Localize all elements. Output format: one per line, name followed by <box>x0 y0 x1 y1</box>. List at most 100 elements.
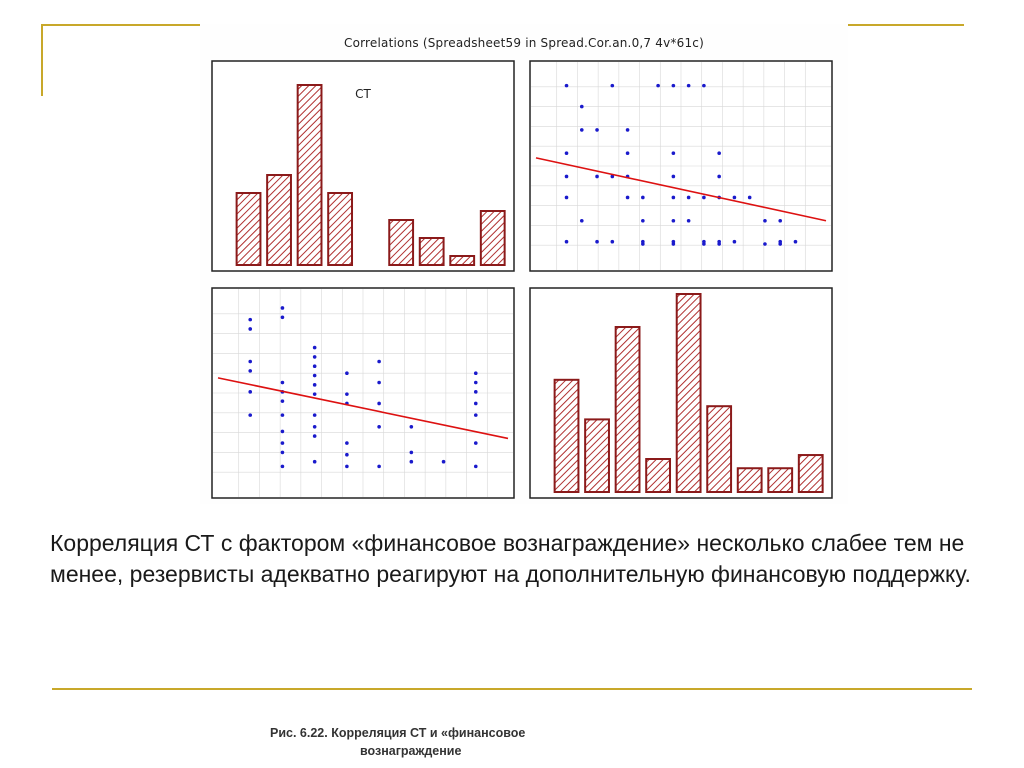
scatter-point <box>610 239 615 244</box>
histogram-bar-F-6 <box>736 467 763 493</box>
scatter-point <box>312 392 317 396</box>
scatter-point <box>625 195 630 200</box>
scatter-point <box>248 369 253 373</box>
cell-0-variable-label: CT <box>355 87 371 101</box>
scatter-point <box>671 174 676 179</box>
scatter-point <box>280 306 285 310</box>
histogram-bar-CT-1 <box>266 174 292 266</box>
cell-2-regression-line <box>217 377 509 440</box>
scatter-point <box>625 151 630 155</box>
scatter-point <box>345 392 349 396</box>
scatter-point <box>641 195 645 200</box>
scatter-point <box>595 239 599 244</box>
scatter-point <box>717 151 721 155</box>
scatter-point <box>312 345 317 350</box>
scatter-point <box>656 83 660 88</box>
scatter-point <box>732 195 737 200</box>
scatter-point <box>248 413 253 417</box>
scatter-point <box>717 242 721 246</box>
scatter-point <box>312 373 317 378</box>
scatter-point <box>312 424 317 429</box>
scatter-point <box>345 464 349 469</box>
cell-0-frame <box>211 60 515 272</box>
body-paragraph: Корреляция СТ с фактором «финансовое воз… <box>50 530 971 587</box>
scatter-point <box>409 424 414 429</box>
scatter-point <box>473 413 478 417</box>
scatter-point <box>793 239 798 244</box>
scatter-point <box>280 413 285 417</box>
scatter-point <box>473 380 478 385</box>
scatter-point <box>280 429 285 434</box>
scatter-point <box>671 195 676 200</box>
scatter-point <box>702 83 706 88</box>
histogram-bar-F-3 <box>645 458 672 493</box>
slide-frame-rule-right <box>848 24 964 26</box>
scatter-point <box>686 195 691 200</box>
scatter-point <box>579 104 584 109</box>
histogram-bar-F-0 <box>553 378 580 493</box>
scatter-point <box>409 459 414 464</box>
correlation-matrix-chart: Correlations (Spreadsheet59 in Spread.Co… <box>200 24 848 504</box>
scatter-point <box>377 401 381 406</box>
histogram-bar-F-7 <box>767 467 794 493</box>
histogram-bar-CT-2 <box>296 84 323 266</box>
histogram-bar-CT-4 <box>388 219 415 266</box>
scatter-point <box>473 464 478 469</box>
scatter-point <box>641 218 645 223</box>
scatter-point <box>312 413 317 417</box>
scatter-point <box>686 218 691 223</box>
scatter-point <box>702 242 706 246</box>
scatter-point <box>778 242 783 246</box>
scatter-point <box>641 242 645 246</box>
scatter-point <box>248 317 253 322</box>
scatter-point <box>441 459 446 464</box>
histogram-bar-CT-3 <box>327 192 354 266</box>
scatter-point <box>747 195 752 200</box>
scatter-point <box>248 359 253 364</box>
histogram-bar-CT-7 <box>479 210 506 266</box>
scatter-point <box>625 128 630 132</box>
scatter-point <box>345 371 349 376</box>
scatter-point <box>345 441 349 445</box>
cell-1-regression-line <box>535 157 827 222</box>
scatter-point <box>473 401 478 406</box>
scatter-point <box>595 174 599 179</box>
scatter-point <box>763 218 767 223</box>
scatter-point <box>345 452 349 457</box>
scatter-point <box>312 355 317 359</box>
scatter-point <box>377 464 381 469</box>
histogram-bar-CT-5 <box>418 237 445 266</box>
scatter-point <box>610 174 615 179</box>
scatter-point <box>564 174 569 179</box>
histogram-bar-CT-6 <box>449 255 476 266</box>
scatter-point <box>312 364 317 369</box>
histogram-bar-F-5 <box>706 405 733 494</box>
scatter-point <box>579 218 584 223</box>
scatter-point <box>610 83 615 88</box>
scatter-point <box>312 383 317 387</box>
scatter-point <box>377 380 381 385</box>
caption-line-1: Рис. 6.22. Корреляция СТ и «финансовое <box>270 726 526 740</box>
scatter-point <box>702 195 706 200</box>
scatter-point <box>280 441 285 445</box>
scatter-point <box>280 464 285 469</box>
scatter-point <box>280 450 285 455</box>
scatter-point <box>312 459 317 464</box>
scatter-point <box>248 327 253 331</box>
histogram-bar-F-2 <box>614 326 641 493</box>
scatter-point <box>763 242 767 246</box>
scatter-point <box>671 151 676 155</box>
correlation-matrix-svg: CTF <box>211 60 833 499</box>
scatter-point <box>473 441 478 445</box>
scatter-point <box>671 218 676 223</box>
scatter-point <box>248 390 253 394</box>
scatter-point <box>671 83 676 88</box>
scatter-point <box>564 151 569 155</box>
histogram-bar-F-1 <box>584 418 610 493</box>
scatter-point <box>686 83 691 88</box>
histogram-bar-F-4 <box>675 293 702 493</box>
chart-title: Correlations (Spreadsheet59 in Spread.Co… <box>344 36 704 50</box>
scatter-point <box>377 359 381 364</box>
figure-caption: Рис. 6.22. Корреляция СТ и «финансовое в… <box>270 724 590 760</box>
histogram-bar-F-8 <box>797 454 824 494</box>
